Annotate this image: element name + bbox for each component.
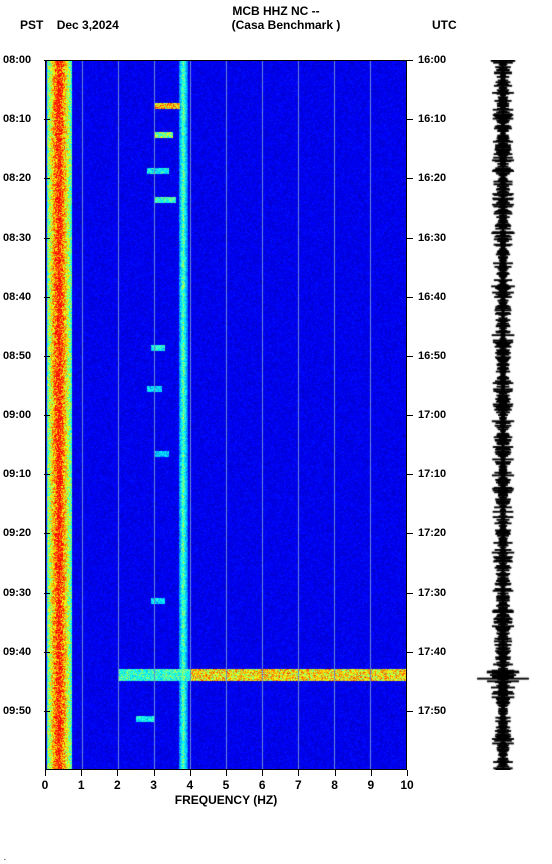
x-tick: 9 (367, 778, 374, 792)
y-right-tick: 17:50 (418, 705, 446, 717)
x-tick: 4 (186, 778, 193, 792)
header: MCB HHZ NC -- PST Dec 3,2024 (Casa Bench… (0, 4, 552, 32)
left-tz: PST (20, 18, 43, 32)
y-right-tick: 16:00 (418, 54, 446, 66)
waveform-plot (470, 60, 536, 770)
x-tick: 3 (150, 778, 157, 792)
x-tick: 10 (400, 778, 413, 792)
x-tick: 1 (78, 778, 85, 792)
x-tick: 8 (331, 778, 338, 792)
waveform-canvas (470, 60, 536, 770)
y-right-tick: 16:30 (418, 232, 446, 244)
spectrogram-canvas (46, 61, 406, 769)
y-left-tick: 08:00 (3, 54, 31, 66)
y-right-tick: 17:40 (418, 646, 446, 658)
header-right-tz: UTC (432, 18, 552, 32)
header-site: (Casa Benchmark ) (140, 18, 432, 32)
x-tick: 0 (42, 778, 49, 792)
y-left-tick: 08:10 (3, 113, 31, 125)
y-left-tick: 08:40 (3, 291, 31, 303)
y-right-tick: 16:10 (418, 113, 446, 125)
header-station: MCB HHZ NC -- (0, 4, 552, 18)
y-left-tick: 09:20 (3, 527, 31, 539)
x-tick: 2 (114, 778, 121, 792)
spectrogram-plot (45, 60, 407, 770)
y-right-tick: 17:30 (418, 587, 446, 599)
y-left-tick: 08:50 (3, 350, 31, 362)
y-left-tick: 09:30 (3, 587, 31, 599)
y-left-tick: 09:00 (3, 409, 31, 421)
y-left-tick: 09:50 (3, 705, 31, 717)
x-axis-label: FREQUENCY (HZ) (45, 793, 407, 807)
y-right-tick: 17:00 (418, 409, 446, 421)
y-left-tick: 09:40 (3, 646, 31, 658)
y-right-tick: 16:40 (418, 291, 446, 303)
y-right-tick: 16:50 (418, 350, 446, 362)
x-tick: 5 (223, 778, 230, 792)
y-right-tick: 17:20 (418, 527, 446, 539)
x-tick: 7 (295, 778, 302, 792)
y-right-tick: 17:10 (418, 468, 446, 480)
date: Dec 3,2024 (57, 18, 119, 32)
y-left-tick: 08:20 (3, 172, 31, 184)
footnote: . (4, 852, 7, 862)
y-left-tick: 09:10 (3, 468, 31, 480)
y-right-tick: 16:20 (418, 172, 446, 184)
y-left-tick: 08:30 (3, 232, 31, 244)
x-tick: 6 (259, 778, 266, 792)
header-left: PST Dec 3,2024 (0, 18, 140, 32)
